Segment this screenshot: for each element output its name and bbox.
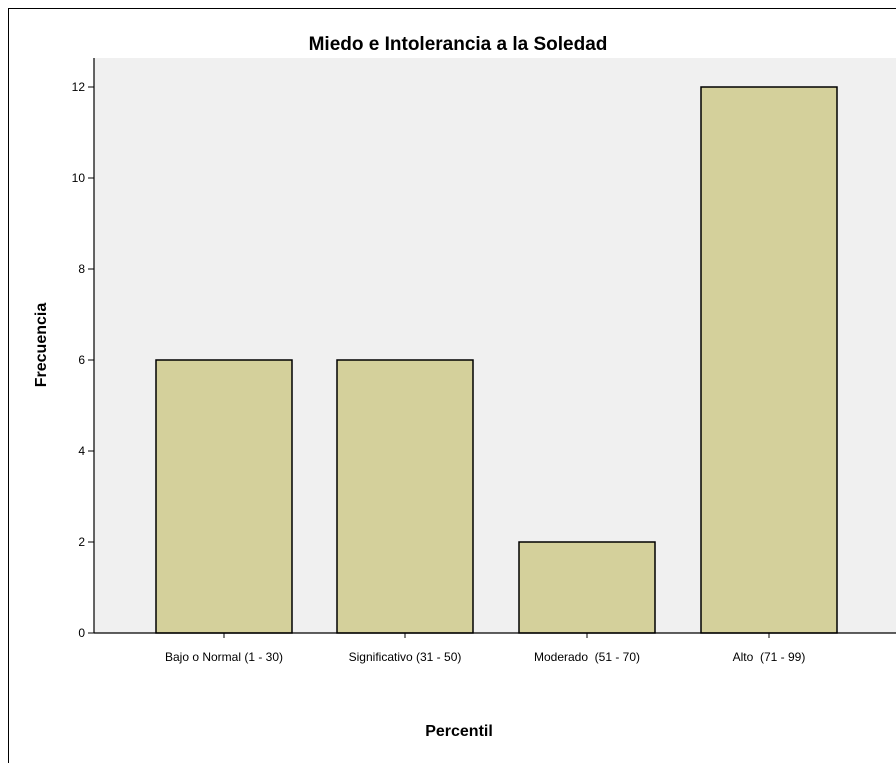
bar-1 bbox=[336, 359, 474, 634]
y-axis-title: Frecuencia bbox=[33, 303, 50, 388]
y-tick-label-12: 12 bbox=[72, 80, 86, 94]
chart-title: Miedo e Intolerancia a la Soledad bbox=[309, 34, 608, 55]
bar-0 bbox=[155, 359, 293, 634]
y-tick-label-6: 6 bbox=[78, 353, 85, 367]
bar-2 bbox=[518, 541, 656, 634]
y-tick-label-2: 2 bbox=[78, 535, 85, 549]
axis-layer: 0 2 4 6 8 10 12 Bajo o Normal (1 - 30) Significa… bbox=[72, 58, 896, 664]
y-tick-label-4: 4 bbox=[78, 444, 85, 458]
bar-3 bbox=[700, 86, 838, 634]
x-tick-label-1: Significativo (31 - 50) bbox=[349, 650, 462, 664]
y-tick-label-8: 8 bbox=[78, 262, 85, 276]
y-tick-label-0: 0 bbox=[78, 626, 85, 640]
x-axis-title: Percentil bbox=[425, 723, 493, 740]
bars-layer bbox=[155, 86, 838, 634]
y-tick-label-10: 10 bbox=[72, 171, 86, 185]
x-tick-label-0: Bajo o Normal (1 - 30) bbox=[165, 650, 283, 664]
x-tick-label-2: Moderado (51 - 70) bbox=[534, 650, 640, 664]
x-tick-label-3: Alto (71 - 99) bbox=[733, 650, 806, 664]
